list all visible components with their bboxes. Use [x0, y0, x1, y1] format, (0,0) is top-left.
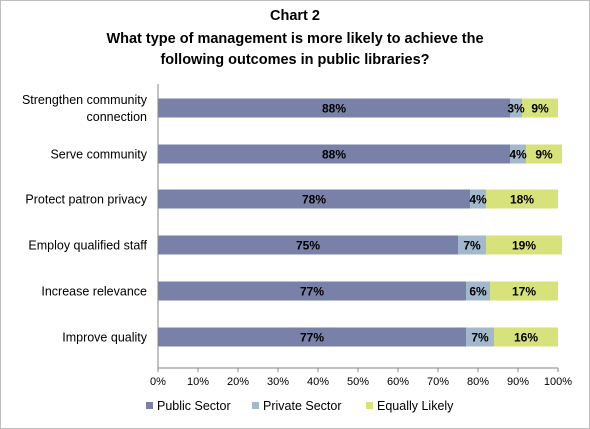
bar-segment-private-sector: [466, 327, 494, 347]
bar-segment-public-sector: [158, 189, 470, 209]
category-label: Strengthen community: [22, 93, 148, 107]
chart-title: Chart 2 What type of management is more l…: [106, 8, 483, 68]
bar-segment-private-sector: [510, 98, 522, 118]
data-label: 9%: [535, 148, 553, 162]
category-labels: Strengthen community connection Serve comm…: [22, 93, 148, 345]
category-label: connection: [87, 110, 148, 124]
data-label: 4%: [509, 148, 527, 162]
data-label: 9%: [531, 102, 549, 116]
data-label: 4%: [469, 193, 487, 207]
data-label: 7%: [463, 239, 481, 253]
category-label: Improve quality: [62, 331, 148, 345]
bar-segment-private-sector: [458, 235, 486, 255]
category-label: Protect patron privacy: [25, 193, 147, 207]
x-tick-label: 100%: [544, 376, 572, 388]
bar-segment-public-sector: [158, 98, 510, 118]
x-tick-label: 40%: [307, 376, 329, 388]
bar-segment-equally-likely: [486, 235, 562, 255]
x-tick-label: 70%: [427, 376, 449, 388]
bar-segment-equally-likely: [490, 281, 558, 301]
category-label: Serve community: [50, 148, 147, 162]
data-labels: 88% 3% 9% 88% 4% 9% 78% 4% 18% 75% 7% 19% 77% 6% 17% 77…: [296, 102, 553, 345]
bar-segment-private-sector: [466, 281, 490, 301]
bar-segment-private-sector: [510, 144, 526, 164]
bar-segment-public-sector: [158, 235, 458, 255]
x-tick-label: 80%: [467, 376, 489, 388]
data-label: 18%: [510, 193, 534, 207]
legend-swatch: [146, 402, 153, 409]
data-label: 19%: [512, 239, 536, 253]
bar-segment-public-sector: [158, 281, 466, 301]
data-label: 88%: [322, 102, 346, 116]
x-tick-label: 30%: [267, 376, 289, 388]
bar-segment-public-sector: [158, 144, 510, 164]
chart-title-line: following outcomes in public libraries?: [160, 52, 429, 68]
chart-title-line: Chart 2: [270, 8, 320, 24]
data-label: 75%: [296, 239, 320, 253]
bar-segment-equally-likely: [522, 98, 558, 118]
data-label: 16%: [514, 331, 538, 345]
x-tick-label: 50%: [347, 376, 369, 388]
data-label: 17%: [512, 285, 536, 299]
x-tick-label: 60%: [387, 376, 409, 388]
bar-segment-private-sector: [470, 189, 486, 209]
data-label: 88%: [322, 148, 346, 162]
legend-swatch: [252, 402, 259, 409]
data-label: 7%: [471, 331, 489, 345]
bars: [158, 98, 562, 347]
data-label: 6%: [469, 285, 487, 299]
x-tick-label: 10%: [187, 376, 209, 388]
chart-title-line: What type of management is more likely t…: [106, 31, 483, 47]
legend-swatch: [366, 402, 373, 409]
legend: Public Sector Private Sector Equally Likel…: [146, 399, 454, 413]
bar-segment-equally-likely: [486, 189, 558, 209]
x-tick-label: 0%: [150, 376, 166, 388]
legend-label: Equally Likely: [377, 399, 454, 413]
bar-segment-equally-likely: [526, 144, 562, 164]
data-label: 77%: [300, 331, 324, 345]
x-tick-label: 90%: [507, 376, 529, 388]
legend-label: Private Sector: [263, 399, 342, 413]
legend-label: Public Sector: [157, 399, 231, 413]
bar-segment-public-sector: [158, 327, 466, 347]
data-label: 78%: [302, 193, 326, 207]
bar-segment-equally-likely: [494, 327, 558, 347]
category-label: Increase relevance: [41, 285, 147, 299]
x-axis: 0% 10% 20% 30% 40% 50% 60% 70% 80% 90% 100%: [150, 84, 572, 388]
category-label: Employ qualified staff: [28, 239, 147, 253]
x-tick-label: 20%: [227, 376, 249, 388]
data-label: 3%: [507, 102, 525, 116]
data-label: 77%: [300, 285, 324, 299]
